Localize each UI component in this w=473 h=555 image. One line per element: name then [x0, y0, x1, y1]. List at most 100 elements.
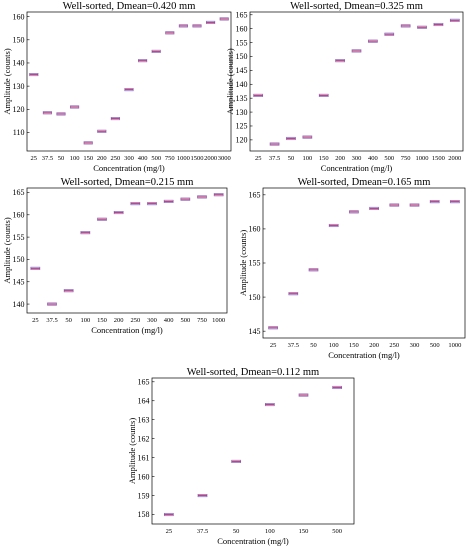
x-tick-label: 400	[138, 155, 148, 162]
x-tick-label: 100	[302, 155, 312, 162]
y-tick-label: 158	[138, 510, 150, 519]
chart-title: Well-sorted, Dmean=0.112 mm	[187, 367, 319, 378]
x-tick-label: 300	[124, 155, 134, 162]
x-tick-label: 2000	[448, 155, 461, 162]
x-tick-label: 100	[70, 155, 80, 162]
x-tick-label: 500	[180, 317, 190, 324]
x-tick-label: 150	[349, 342, 359, 349]
x-tick-label: 37.5	[197, 528, 208, 535]
chart-title: Well-sorted, Dmean=0.215 mm	[61, 177, 194, 188]
y-tick-label: 159	[138, 491, 150, 500]
y-tick-label: 165	[249, 191, 261, 200]
x-tick-label: 200	[335, 155, 345, 162]
x-tick-label: 500	[430, 342, 440, 349]
chart-title: Well-sorted, Dmean=0.420 mm	[63, 1, 196, 12]
y-tick-label: 135	[236, 94, 248, 103]
y-tick-label: 140	[236, 80, 248, 89]
y-tick-label: 160	[236, 24, 248, 33]
x-tick-label: 50	[233, 528, 240, 535]
chart-panel-5: Well-sorted, Dmean=0.112 mm 158 159 160 161 1…	[127, 367, 355, 546]
x-tick-label: 100	[80, 317, 90, 324]
x-tick-label: 150	[319, 155, 329, 162]
x-tick-label: 100	[329, 342, 339, 349]
x-tick-label: 500	[332, 528, 342, 535]
x-axis-label: Concentration (mg/l)	[321, 163, 393, 173]
x-tick-label: 1000	[177, 155, 190, 162]
x-tick-label: 250	[389, 342, 399, 349]
y-tick-label: 160	[138, 472, 150, 481]
x-tick-label: 37.5	[42, 155, 53, 162]
x-tick-label: 400	[164, 317, 174, 324]
y-tick-label: 160	[13, 210, 25, 219]
x-tick-label: 37.5	[269, 155, 280, 162]
y-tick-label: 163	[138, 415, 150, 424]
y-tick-label: 110	[13, 128, 25, 137]
y-tick-label: 160	[249, 225, 261, 234]
x-tick-label: 1500	[432, 155, 445, 162]
plot-frame	[249, 11, 464, 152]
chart-title: Well-sorted, Dmean=0.325 mm	[290, 1, 423, 12]
y-tick-label: 145	[13, 277, 25, 286]
y-axis-label: Amplitude (counts)	[225, 48, 235, 115]
x-tick-label: 100	[265, 528, 275, 535]
plot-frame	[151, 377, 355, 525]
x-tick-label: 750	[197, 317, 207, 324]
x-tick-label: 150	[97, 317, 107, 324]
x-tick-label: 750	[165, 155, 175, 162]
x-tick-label: 37.5	[46, 317, 57, 324]
x-tick-label: 50	[58, 155, 65, 162]
x-tick-label: 1500	[191, 155, 204, 162]
y-axis-label: Amplitude (counts)	[238, 230, 248, 297]
y-axis-label: Amplitude (counts)	[2, 217, 12, 284]
y-tick-label: 160	[13, 12, 25, 21]
chart-panel-2: Well-sorted, Dmean=0.325 mm 120 125 130 135 1…	[225, 1, 464, 173]
x-tick-label: 200	[114, 317, 124, 324]
x-tick-label: 25	[270, 342, 277, 349]
plot-frame	[26, 187, 228, 314]
y-tick-label: 165	[236, 10, 248, 19]
chart-panel-4: Well-sorted, Dmean=0.165 mm 145 150 155 160 1…	[238, 177, 466, 360]
x-axis-label: Concentration (mg/l)	[91, 325, 163, 335]
plot-frame	[262, 187, 466, 339]
y-tick-label: 155	[13, 233, 25, 242]
x-tick-label: 50	[310, 342, 317, 349]
x-tick-label: 25	[166, 528, 173, 535]
chart-title: Well-sorted, Dmean=0.165 mm	[298, 177, 431, 188]
x-tick-label: 25	[255, 155, 262, 162]
x-tick-label: 25	[31, 155, 38, 162]
x-axis-label: Concentration (mg/l)	[93, 163, 165, 173]
y-tick-label: 145	[236, 66, 248, 75]
y-tick-label: 164	[138, 396, 150, 405]
y-tick-label: 155	[236, 38, 248, 47]
x-tick-label: 3000	[218, 155, 231, 162]
y-tick-label: 162	[138, 434, 150, 443]
y-tick-label: 165	[13, 188, 25, 197]
x-tick-label: 300	[147, 317, 157, 324]
x-tick-label: 50	[65, 317, 72, 324]
plot-frame	[26, 11, 232, 152]
x-tick-label: 500	[384, 155, 394, 162]
y-tick-label: 145	[249, 327, 261, 336]
x-axis-label: Concentration (mg/l)	[328, 350, 400, 360]
y-tick-label: 165	[138, 377, 150, 386]
x-tick-label: 1000	[416, 155, 429, 162]
x-tick-label: 50	[288, 155, 295, 162]
x-tick-label: 500	[151, 155, 161, 162]
x-tick-label: 250	[130, 317, 140, 324]
y-tick-label: 161	[138, 453, 150, 462]
y-tick-label: 120	[236, 136, 248, 145]
x-tick-label: 200	[97, 155, 107, 162]
y-tick-label: 120	[13, 105, 25, 114]
x-tick-label: 750	[401, 155, 411, 162]
y-tick-label: 150	[249, 293, 261, 302]
y-tick-label: 140	[13, 59, 25, 68]
y-tick-label: 130	[236, 108, 248, 117]
x-tick-label: 250	[111, 155, 121, 162]
x-axis-label: Concentration (mg/l)	[217, 536, 289, 546]
y-tick-label: 140	[13, 300, 25, 309]
x-tick-label: 1000	[212, 317, 225, 324]
y-tick-label: 150	[236, 52, 248, 61]
y-tick-label: 130	[13, 82, 25, 91]
